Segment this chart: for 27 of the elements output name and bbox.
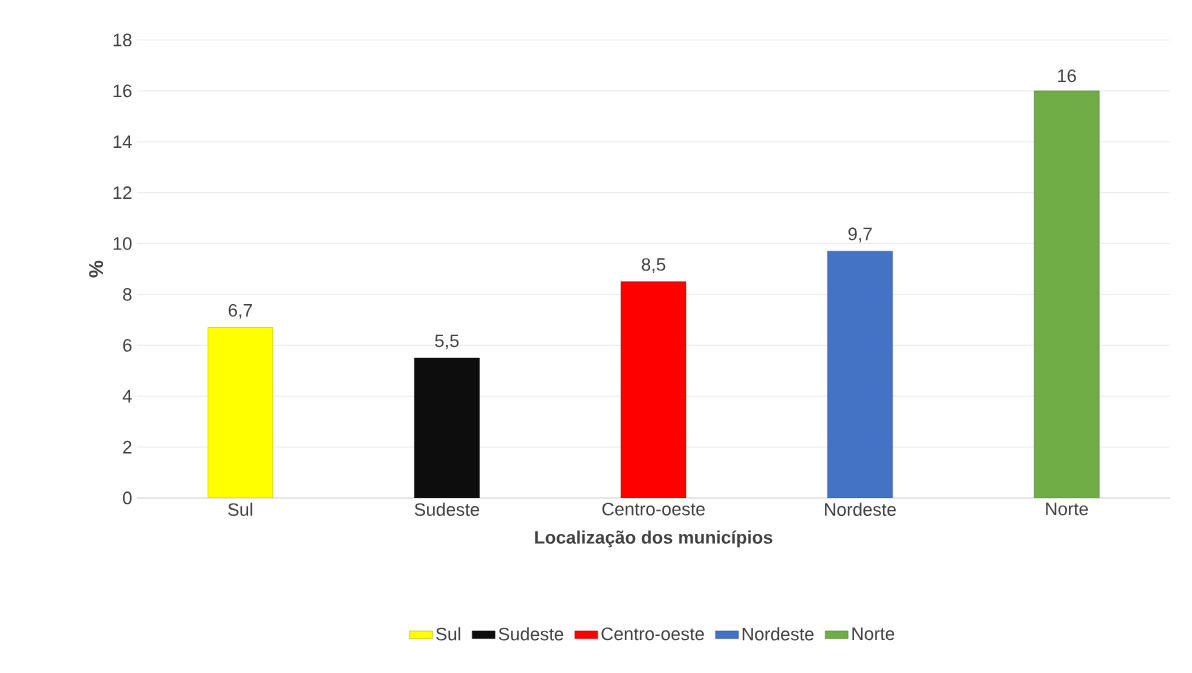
y-tick-label: 8 <box>123 288 132 301</box>
data-label: 6,7 <box>228 303 252 319</box>
data-label: 16 <box>1058 69 1076 83</box>
x-tick-label: Nordeste <box>825 502 896 516</box>
x-tick-label: Centro-oeste <box>602 502 705 516</box>
y-tick-label: 14 <box>113 135 132 148</box>
legend-label: Sul <box>436 627 461 641</box>
x-axis-title: Localização dos municípios <box>535 530 773 548</box>
x-tick-label: Norte <box>1046 502 1088 516</box>
y-tick-label: 18 <box>113 33 132 47</box>
y-tick-label: 2 <box>123 440 132 454</box>
data-label: 5,5 <box>435 334 459 350</box>
y-axis-title: % <box>89 260 104 278</box>
data-label: 8,5 <box>641 258 666 273</box>
legend-label: Norte <box>852 627 895 641</box>
legend-label: Nordeste <box>742 627 814 641</box>
data-label: 9,7 <box>848 227 872 243</box>
y-tick-label: 16 <box>113 84 132 98</box>
x-tick-label: Sul <box>228 502 253 516</box>
x-tick-label: Sudeste <box>414 502 480 516</box>
legend-label: Centro-oeste <box>601 627 704 641</box>
y-tick-label: 0 <box>123 491 132 505</box>
legend-label: Sudeste <box>498 627 564 641</box>
y-tick-label: 10 <box>113 237 132 250</box>
y-tick-label: 12 <box>113 186 132 199</box>
y-tick-label: 4 <box>122 390 132 403</box>
y-tick-label: 6 <box>123 338 132 352</box>
